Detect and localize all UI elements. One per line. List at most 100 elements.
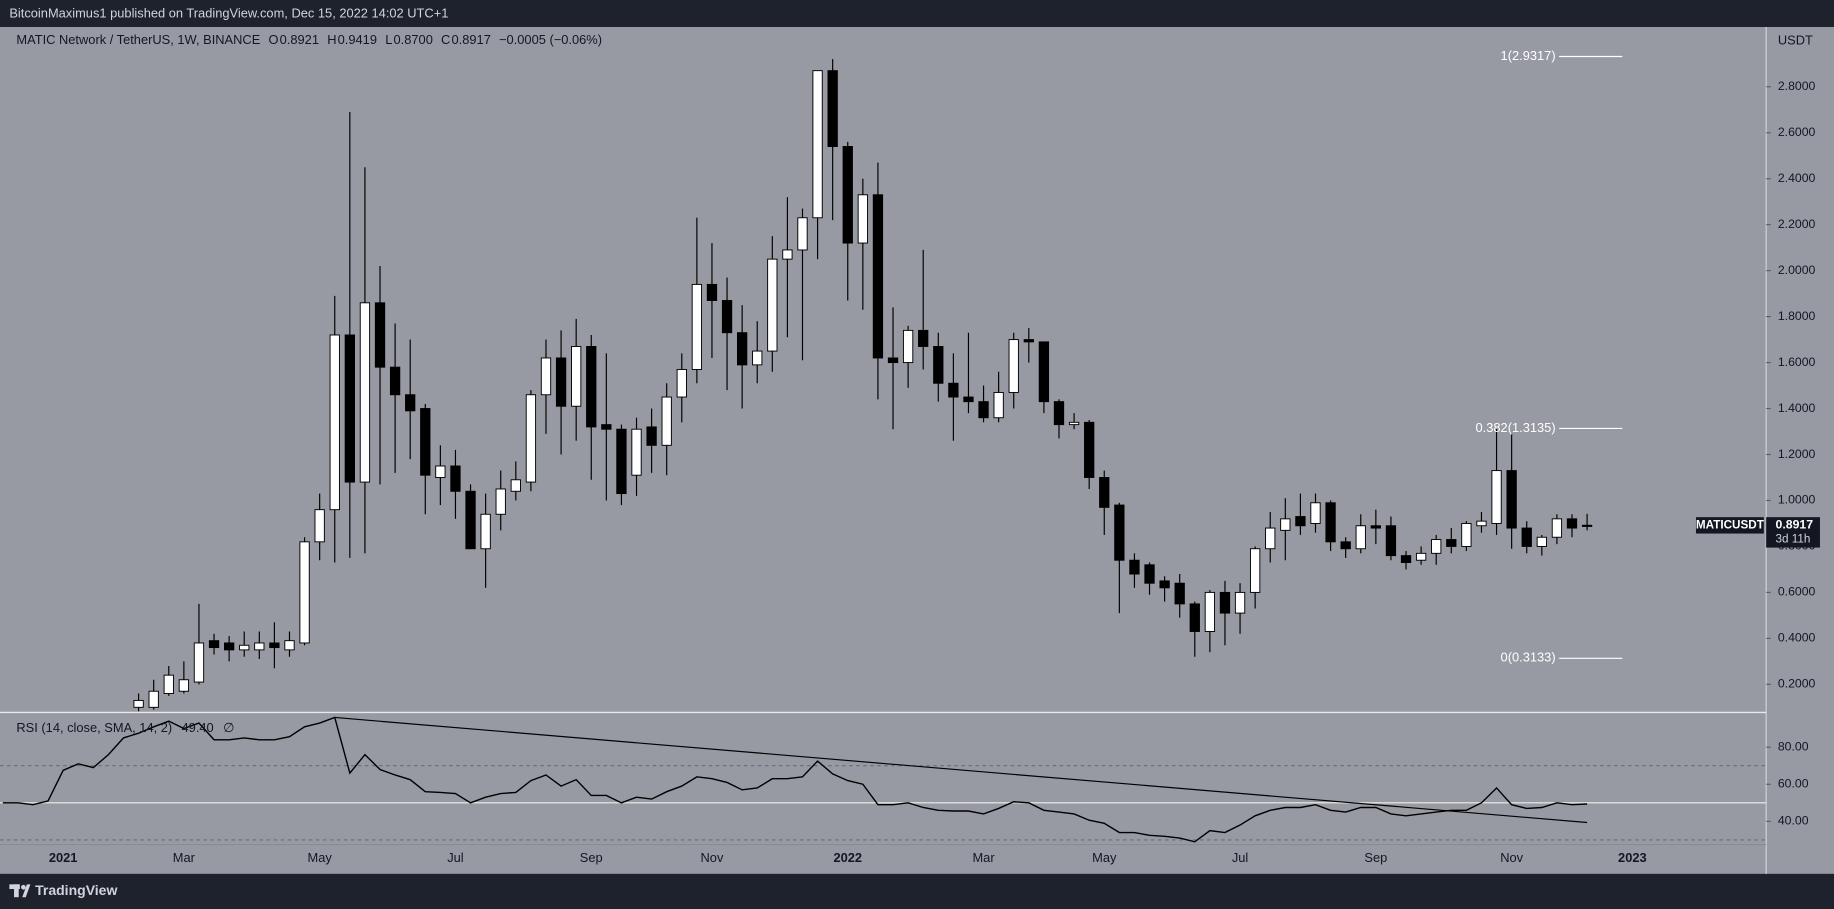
ohlc-value: 0.8917: [452, 32, 491, 47]
candle-body: [1400, 555, 1412, 563]
candle-body: [525, 394, 537, 483]
axis-label: USDT: [1778, 32, 1813, 47]
candle-body: [1174, 582, 1185, 605]
ohlc-label: L: [385, 32, 392, 47]
candle-body: [269, 642, 280, 649]
fib-label: 1(2.9317): [1501, 48, 1556, 63]
chart-background: [0, 26, 1834, 874]
x-tick-label: Nov: [701, 850, 724, 865]
candle-body: [374, 302, 386, 368]
candle-body: [1234, 591, 1246, 614]
candle-body: [1415, 552, 1427, 561]
x-tick-label: Mar: [173, 850, 196, 865]
candle-body: [1325, 502, 1336, 543]
publisher: BitcoinMaximus1 published on TradingView…: [9, 6, 448, 21]
candle-body: [1204, 591, 1216, 632]
candle-body: [1310, 502, 1321, 524]
fib-label: 0.382(1.3135): [1476, 420, 1556, 435]
candle-body: [254, 642, 265, 651]
x-tick-label: Jul: [447, 850, 463, 865]
ohlc-value: 0.8921: [280, 32, 319, 47]
candle-body: [1144, 564, 1155, 584]
candle-body: [1219, 591, 1231, 614]
candle-body: [405, 394, 416, 412]
rsi-legend: RSI (14, close, SMA, 14, 2) 49.40 ∅: [16, 720, 234, 735]
candle-body: [872, 194, 884, 359]
candle-body: [1491, 470, 1502, 524]
candle-body: [1340, 541, 1351, 550]
y-tick-label: 0.2000: [1778, 677, 1816, 691]
candle-body: [1506, 470, 1517, 529]
candles: [133, 59, 1593, 712]
rsi-line: [2, 716, 1588, 843]
ohlc-value: 0.9419: [338, 32, 377, 47]
price-box: [1766, 517, 1820, 548]
brand: TradingView: [35, 882, 117, 898]
x-tick-label: 2022: [833, 850, 862, 865]
candle-body: [948, 382, 959, 398]
candle-body: [1038, 341, 1050, 403]
candle-body: [1431, 539, 1442, 554]
candle-body: [359, 302, 371, 483]
candle-body: [480, 513, 491, 550]
y-tick-label: 2.2000: [1778, 217, 1816, 231]
candle-body: [1521, 527, 1532, 547]
symbol-box: [1695, 517, 1764, 534]
fib-label: 0(0.3133): [1501, 650, 1556, 665]
candle-body: [1581, 524, 1593, 527]
candle-body: [706, 283, 718, 301]
candle-body: [344, 334, 355, 483]
candle-body: [1129, 559, 1140, 575]
candle-body: [721, 300, 733, 334]
candle-body: [782, 249, 793, 260]
y-tick-label: 40.00: [1778, 814, 1809, 828]
logo: [9, 884, 31, 898]
y-tick-label: 2.4000: [1778, 171, 1816, 185]
y-tick-label: 60.00: [1778, 777, 1809, 791]
candle-body: [314, 509, 325, 543]
x-tick-label: May: [1092, 850, 1117, 865]
trendline: [334, 716, 1588, 824]
candle-body: [918, 329, 929, 347]
ohlc-label: H: [327, 32, 336, 47]
legend: MATIC Network / TetherUS, 1W, BINANCE O0.…: [16, 32, 602, 47]
rsi-value: 49.40: [182, 720, 214, 735]
candle-body: [631, 428, 642, 476]
candle-body: [887, 357, 899, 364]
candle-body: [691, 283, 703, 370]
candle-body: [1280, 518, 1291, 531]
rsi-smoothing: ∅: [223, 720, 234, 735]
candle-body: [752, 350, 763, 366]
candle-body: [1265, 527, 1276, 550]
candle-body: [646, 426, 657, 446]
candle-body: [676, 368, 687, 398]
change-label: −0.0005 (−0.06%): [499, 32, 602, 47]
candle-body: [601, 424, 612, 430]
candle-body: [767, 258, 778, 352]
candle-body: [133, 699, 144, 708]
x-tick-label: May: [308, 850, 333, 865]
candle-body: [555, 357, 567, 407]
candle-body: [1189, 603, 1200, 632]
candle-body: [540, 357, 552, 396]
y-tick-label: 0.4000: [1778, 631, 1816, 645]
y-tick-label: 1.4000: [1778, 401, 1816, 415]
y-tick-label: 1.8000: [1778, 309, 1816, 323]
candle-body: [299, 541, 310, 644]
candle-body: [1023, 339, 1034, 343]
candle-body: [178, 679, 190, 692]
x-tick-label: Mar: [972, 850, 995, 865]
candle-body: [239, 644, 250, 651]
y-tick-label: 80.00: [1778, 739, 1809, 753]
candle-body: [1053, 401, 1065, 426]
candle-body: [435, 465, 446, 478]
candle-body: [284, 640, 295, 651]
y-tick-label: 0.6000: [1778, 585, 1816, 599]
candle-body: [1461, 522, 1472, 547]
candle-body: [902, 329, 914, 364]
candle-body: [661, 396, 672, 446]
candle-body: [1099, 477, 1110, 508]
x-tick-label: Sep: [1364, 850, 1387, 865]
candle-body: [857, 194, 868, 244]
y-tick-label: 1.0000: [1778, 493, 1816, 507]
